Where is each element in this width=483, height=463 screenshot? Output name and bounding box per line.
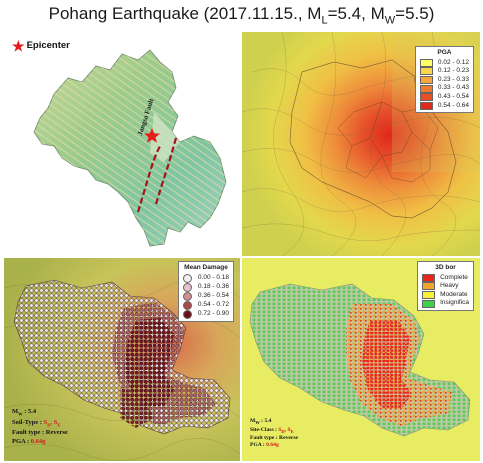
epicenter-legend: ★ Epicenter <box>12 37 70 54</box>
info-fault-type: Fault type : Reverse <box>12 429 68 437</box>
pga-legend: PGA 0.02 - 0.12 0.12 - 0.23 0.23 - 0.33 … <box>414 46 474 114</box>
legend-label: 0.54 - 0.72 <box>197 300 229 308</box>
epicenter-legend-label: Epicenter <box>26 40 70 51</box>
legend-swatch <box>182 282 192 292</box>
map-title: Pohang Earthquake (2017.11.15., ML=5.4, … <box>48 4 435 27</box>
info-fault-type: Fault type : Reverse <box>250 435 298 442</box>
info-magnitude: MW : 5.4 <box>250 418 272 426</box>
legend-swatch <box>422 273 436 282</box>
legend-swatch <box>422 291 436 300</box>
info-site-class: Site-Class : SD, SE <box>250 426 294 434</box>
legend-row: 0.43 - 0.54 <box>419 92 469 102</box>
3d-scenario-info: MW : 5.4 Site-Class : SD, SE Fault type … <box>250 418 298 450</box>
legend-row: 0.54 - 0.72 <box>182 300 229 310</box>
legend-row: 0.12 - 0.23 <box>419 67 469 76</box>
legend-row: 0.00 - 0.18 <box>182 273 229 283</box>
legend-row: Insignifica <box>422 299 469 308</box>
info-pga: PGA : 0.64g <box>250 442 279 449</box>
3d-damage-legend: 3D bor Complete Heavy Moderate Insignifi… <box>417 261 474 311</box>
damage-legend-title: Mean Damage <box>184 264 228 271</box>
legend-row: 0.02 - 0.12 <box>419 58 469 68</box>
legend-label: 0.54 - 0.64 <box>437 101 469 109</box>
legend-row: 0.54 - 0.64 <box>419 101 469 111</box>
legend-swatch <box>419 58 433 67</box>
3d-building-damage-map[interactable]: 3D bor Complete Heavy Moderate Insignifi… <box>242 258 480 461</box>
legend-label: 0.72 - 0.90 <box>197 309 229 317</box>
epicenter-star-icon: ★ <box>12 37 25 54</box>
legend-swatch <box>182 291 192 301</box>
fault-line-west <box>136 145 161 213</box>
damage-scenario-info: MW : 5.4 Soil-Type : SD, SE Fault type :… <box>12 408 68 446</box>
epicenter-terrain-map[interactable]: ★ Epicenter Jangsa Fault <box>4 32 240 256</box>
legend-row: Complete <box>422 274 469 283</box>
legend-row: 0.72 - 0.90 <box>182 309 229 319</box>
legend-label: 0.23 - 0.33 <box>437 75 469 83</box>
legend-row: 0.36 - 0.54 <box>182 291 229 301</box>
3d-legend-title: 3D bor <box>435 264 456 271</box>
legend-swatch <box>422 299 436 308</box>
legend-swatch <box>419 76 433 85</box>
legend-label: 0.18 - 0.36 <box>197 282 229 290</box>
legend-label: Insignifica <box>440 299 469 307</box>
legend-swatch <box>182 300 192 310</box>
legend-swatch <box>419 84 433 93</box>
epicenter-star-icon <box>144 128 160 143</box>
pga-legend-title: PGA <box>437 49 452 56</box>
legend-swatch <box>419 101 433 110</box>
pga-map[interactable]: PGA 0.02 - 0.12 0.12 - 0.23 0.23 - 0.33 … <box>242 32 480 256</box>
legend-label: 0.43 - 0.54 <box>437 92 469 100</box>
legend-label: 0.36 - 0.54 <box>197 291 229 299</box>
legend-swatch <box>419 67 433 76</box>
fault-line-east <box>154 137 178 205</box>
legend-row: 0.23 - 0.33 <box>419 75 469 85</box>
info-soil-type: Soil-Type : SD, SE <box>12 418 61 427</box>
legend-swatch <box>182 273 192 283</box>
legend-row: 0.33 - 0.43 <box>419 84 469 93</box>
legend-row: 0.18 - 0.36 <box>182 282 229 292</box>
info-magnitude: MW : 5.4 <box>12 408 37 417</box>
legend-label: 0.12 - 0.23 <box>437 67 469 75</box>
legend-row: Moderate <box>422 291 469 300</box>
mean-damage-legend: Mean Damage 0.00 - 0.18 0.18 - 0.36 0.36… <box>177 261 234 322</box>
legend-label: Heavy <box>440 282 459 290</box>
legend-label: Complete <box>440 273 468 281</box>
info-pga: PGA : 0.64g <box>12 437 46 445</box>
legend-label: 0.00 - 0.18 <box>197 273 229 281</box>
legend-swatch <box>422 282 436 291</box>
legend-label: Moderate <box>440 290 468 298</box>
legend-swatch <box>182 309 192 319</box>
legend-row: Heavy <box>422 282 469 291</box>
mean-damage-map[interactable]: Mean Damage 0.00 - 0.18 0.18 - 0.36 0.36… <box>4 258 240 461</box>
legend-label: 0.33 - 0.43 <box>437 84 469 92</box>
legend-swatch <box>419 93 433 102</box>
legend-label: 0.02 - 0.12 <box>437 58 469 66</box>
